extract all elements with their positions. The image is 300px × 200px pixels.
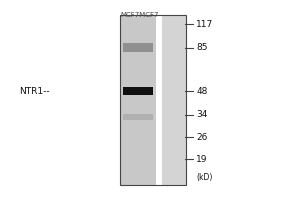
Bar xyxy=(123,114,153,120)
Text: 48: 48 xyxy=(196,87,207,96)
Text: NTR1--: NTR1-- xyxy=(19,87,50,96)
Bar xyxy=(120,15,186,185)
Text: 85: 85 xyxy=(196,43,208,52)
Text: MCF7MCF7: MCF7MCF7 xyxy=(120,12,159,18)
Bar xyxy=(162,15,186,185)
Text: (kD): (kD) xyxy=(196,173,212,182)
Text: 26: 26 xyxy=(196,133,207,142)
Text: 19: 19 xyxy=(196,155,208,164)
Text: 34: 34 xyxy=(196,110,207,119)
Bar xyxy=(120,15,156,185)
Bar xyxy=(123,87,153,95)
Text: 117: 117 xyxy=(196,20,213,29)
Bar xyxy=(123,43,153,52)
